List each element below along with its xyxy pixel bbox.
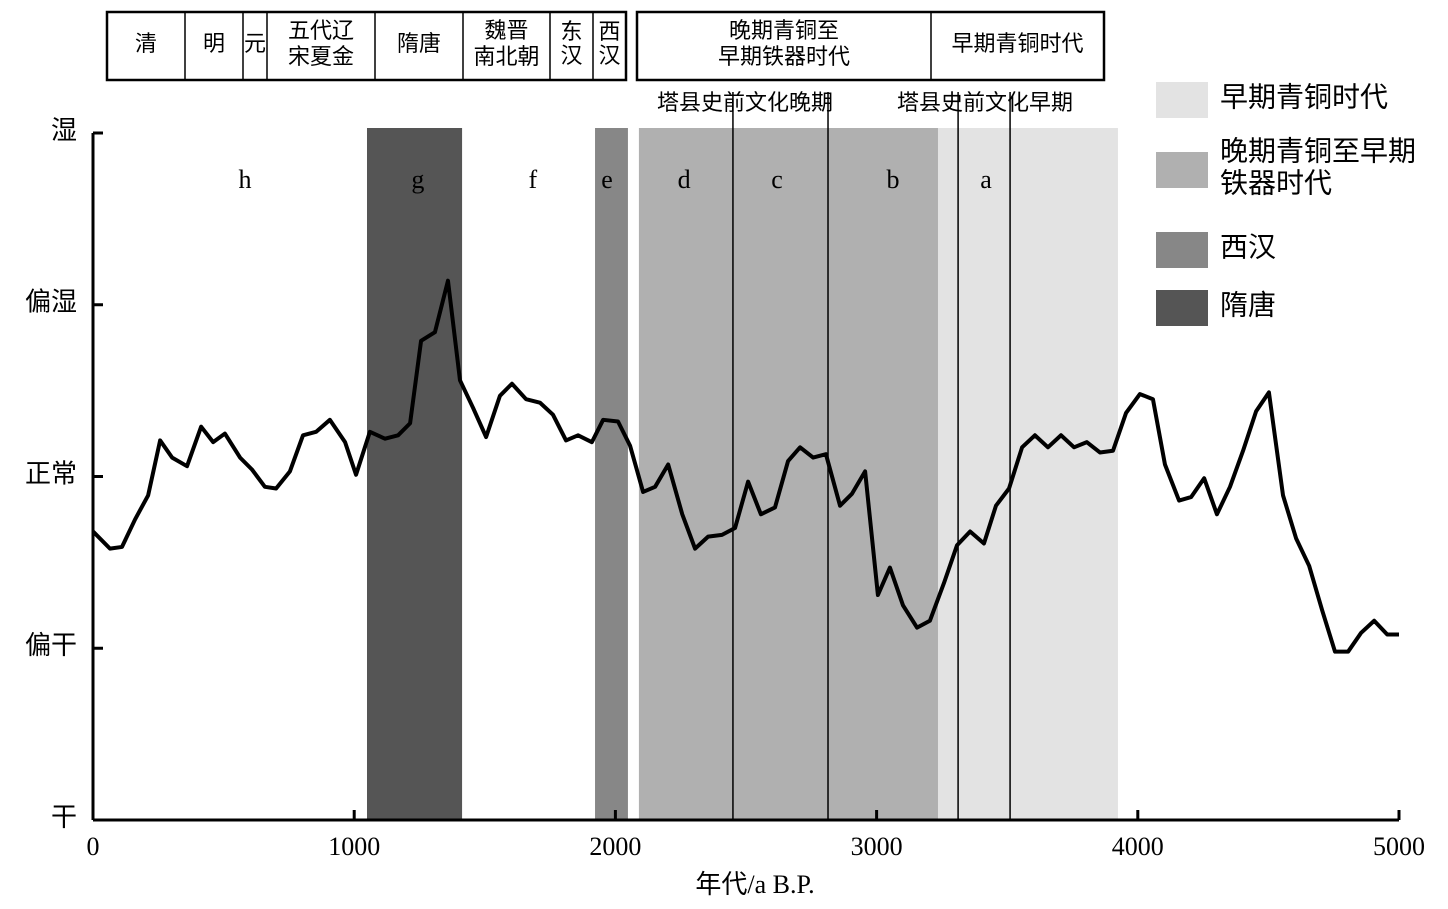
legend-label: 早期青铜时代 [1220,81,1388,113]
age-box [635,10,1106,82]
x-tick-label: 0 [87,832,100,861]
x-tick-label: 5000 [1373,832,1425,861]
y-tick-label: 干 [51,803,77,832]
x-tick-label: 2000 [589,832,641,861]
header-label: 隋唐 [397,31,441,56]
zone-label: g [411,165,424,194]
legend-label: 隋唐 [1220,289,1276,321]
header-label: 晚期青铜至 [729,18,839,43]
header-label: 早期青铜时代 [951,31,1083,56]
header-label: 西 [598,19,620,44]
legend-swatch [1156,152,1208,188]
zone-label: a [980,165,992,194]
y-tick-label: 湿 [51,116,77,145]
culture-label: 塔县史前文化早期 [897,90,1073,115]
x-axis-label: 年代/a B.P. [695,870,814,899]
period-band [595,128,628,820]
header-label: 清 [135,31,157,56]
header-label: 早期铁器时代 [718,44,850,69]
header-label: 五代辽 [288,18,354,43]
legend-swatch [1156,82,1208,118]
period-band [937,128,1118,820]
header-label: 南北朝 [473,44,539,69]
legend-label: 西汉 [1220,232,1276,263]
zone-label: d [678,165,691,194]
zone-label: b [887,165,900,194]
header-label: 汉 [560,43,582,68]
y-tick-label: 偏湿 [25,288,77,317]
y-tick-label: 正常 [25,459,77,488]
header-label: 明 [203,31,225,56]
header-label: 元 [244,31,266,56]
legend-label: 晚期青铜至早期 [1220,135,1416,167]
x-tick-label: 3000 [851,832,903,861]
y-tick-label: 偏干 [25,631,77,660]
header-label: 魏晋 [484,18,528,43]
legend-swatch [1156,232,1208,268]
header-label: 东 [560,19,582,44]
dynasty-box [105,10,628,82]
header-label: 宋夏金 [288,44,354,69]
x-tick-label: 1000 [328,832,380,861]
culture-label: 塔县史前文化晚期 [657,90,833,115]
moisture-line [91,278,1399,654]
x-tick-label: 4000 [1112,832,1164,861]
zone-label: f [529,165,538,194]
period-band [366,128,463,820]
zone-label: e [601,165,613,194]
zone-label: h [239,165,252,194]
header-label: 汉 [598,43,620,68]
legend-label: 铁器时代 [1220,167,1332,199]
period-band [638,128,938,820]
legend-swatch [1156,290,1208,326]
zone-label: c [771,165,783,194]
